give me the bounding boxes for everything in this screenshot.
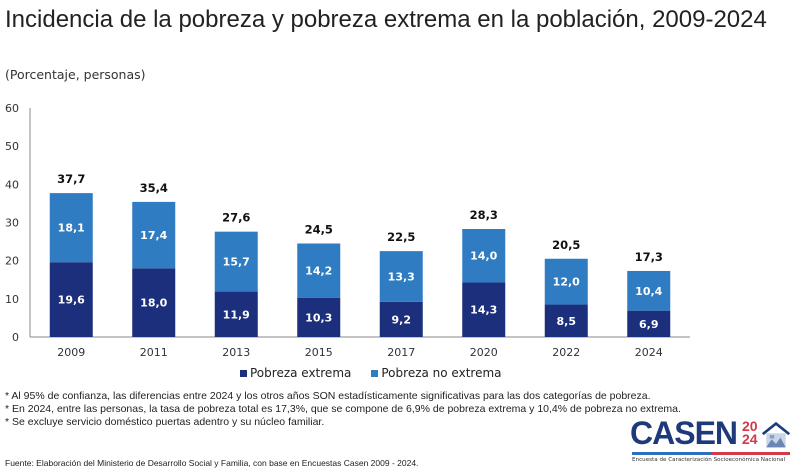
legend-item-non-extreme: Pobreza no extrema <box>371 366 502 380</box>
bar-non-extreme <box>544 258 588 305</box>
total-label: 37,7 <box>57 172 85 186</box>
x-tick-label: 2015 <box>305 346 333 359</box>
bar-extreme <box>544 304 588 337</box>
bar-extreme <box>627 310 671 337</box>
bar-data-label: 11,9 <box>223 308 250 321</box>
bar-data-label: 10,4 <box>635 285 662 298</box>
bar-extreme <box>379 301 423 337</box>
bar-non-extreme <box>132 201 176 269</box>
total-label: 22,5 <box>387 230 415 244</box>
casen-logo: CASEN 20 24 Encuesta de Caracterización S… <box>630 415 795 470</box>
bar-data-label: 18,0 <box>140 297 167 310</box>
legend-label: Pobreza extrema <box>250 366 352 380</box>
logo-year: 20 24 <box>742 418 758 447</box>
y-tick-label: 60 <box>5 102 19 115</box>
y-tick-label: 30 <box>5 217 19 230</box>
x-tick-label: 2022 <box>552 346 580 359</box>
bar-data-label: 6,9 <box>639 318 659 331</box>
x-tick-label: 2017 <box>387 346 415 359</box>
bar-data-label: 14,0 <box>470 250 497 263</box>
total-label: 24,5 <box>305 222 333 236</box>
logo-word: CASEN <box>630 415 738 451</box>
y-tick-label: 50 <box>5 140 19 153</box>
y-tick-label: 0 <box>12 331 19 344</box>
x-tick-label: 2024 <box>635 346 663 359</box>
legend-item-extreme: Pobreza extrema <box>240 366 351 380</box>
bar-extreme <box>462 282 506 337</box>
bar-non-extreme <box>379 251 423 302</box>
footnotes: * Al 95% de confianza, las diferencias e… <box>5 390 681 429</box>
total-label: 27,6 <box>222 211 250 225</box>
y-tick-label: 10 <box>5 293 19 306</box>
bar-non-extreme <box>297 243 341 298</box>
total-label: 20,5 <box>552 238 580 252</box>
bar-extreme <box>49 262 93 337</box>
bar-data-label: 8,5 <box>557 315 577 328</box>
bar-data-label: 14,2 <box>305 265 332 278</box>
bar-data-label: 12,0 <box>553 276 580 289</box>
chart-subtitle: (Porcentaje, personas) <box>5 67 146 82</box>
bar-data-label: 17,4 <box>140 229 167 242</box>
logo-year-top: 20 <box>742 418 758 434</box>
source-note: Fuente: Elaboración del Ministerio de De… <box>5 458 419 468</box>
footnote: * Se excluye servicio doméstico puertas … <box>5 416 325 428</box>
logo-bar <box>632 452 790 455</box>
bar-data-label: 10,3 <box>305 311 332 324</box>
total-label: 35,4 <box>140 181 168 195</box>
bar-data-label: 9,2 <box>392 313 412 326</box>
bar-extreme <box>132 268 176 337</box>
bar-non-extreme <box>627 270 671 311</box>
footnote: * Al 95% de confianza, las diferencias e… <box>5 390 651 402</box>
bar-data-label: 13,3 <box>388 271 415 284</box>
legend-swatch-extreme <box>240 370 247 377</box>
bar-data-label: 19,6 <box>58 294 85 307</box>
bar-extreme <box>214 291 258 337</box>
legend: Pobreza extrema Pobreza no extrema <box>240 366 502 380</box>
y-tick-label: 20 <box>5 255 19 268</box>
x-tick-label: 2013 <box>222 346 250 359</box>
total-label: 28,3 <box>470 208 498 222</box>
total-label: 17,3 <box>635 250 663 264</box>
x-tick-label: 2009 <box>57 346 85 359</box>
bar-data-label: 14,3 <box>470 304 497 317</box>
legend-label: Pobreza no extrema <box>381 366 502 380</box>
y-tick-label: 40 <box>5 178 19 191</box>
logo-year-bottom: 24 <box>742 431 758 447</box>
logo-tagline: Encuesta de Caracterización Socioeconómi… <box>632 457 785 463</box>
bar-chart: 0 10 20 30 40 50 60 19,6 18,1 37,7 2009 18,0 17,4 35,… <box>5 102 690 359</box>
bar-extreme <box>297 297 341 337</box>
chart-title: Incidencia de la pobreza y pobreza extre… <box>5 6 767 33</box>
bar-non-extreme <box>214 231 258 292</box>
x-tick-label: 2020 <box>470 346 498 359</box>
bar-data-label: 18,1 <box>58 222 85 235</box>
bar-non-extreme <box>49 193 93 263</box>
legend-swatch-non-extreme <box>371 370 379 377</box>
x-tick-label: 2011 <box>140 346 168 359</box>
house-icon <box>761 421 791 448</box>
footnote: * En 2024, entre las personas, la tasa d… <box>5 403 681 415</box>
bar-data-label: 15,7 <box>223 256 250 269</box>
bar-non-extreme <box>462 228 506 283</box>
